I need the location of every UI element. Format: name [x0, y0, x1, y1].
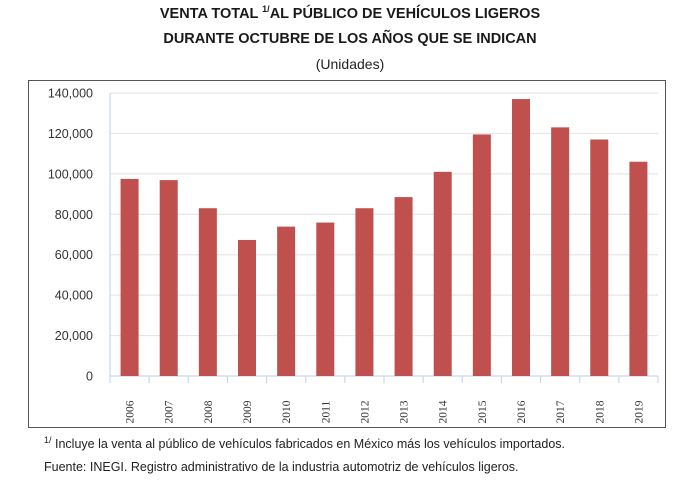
bar-2009: [238, 239, 256, 376]
x-tick-label: 2013: [399, 400, 411, 423]
y-tick-label: 20,000: [55, 329, 93, 343]
bar-2008: [198, 208, 217, 376]
bar-2013: [394, 197, 413, 376]
bar-2010: [277, 226, 296, 376]
x-tick-label: 2018: [594, 400, 606, 423]
y-tick-label: 0: [86, 370, 93, 384]
bar-2006: [120, 178, 139, 376]
chart-subtitle: (Unidades): [315, 56, 385, 72]
y-tick-label: 140,000: [48, 87, 93, 101]
x-tick-label: 2016: [516, 400, 528, 423]
bar-2007: [159, 180, 178, 376]
x-tick-label: 2008: [203, 400, 215, 423]
x-tick-label: 2014: [438, 400, 450, 423]
bar-2012: [355, 208, 374, 376]
footnote-text: Incluye la venta al público de vehículos…: [55, 437, 565, 451]
x-tick-label: 2011: [320, 400, 332, 423]
chart-title-line-1: VENTA TOTAL 1/AL PÚBLICO DE VEHÍCULOS LI…: [0, 4, 700, 22]
x-tick-label: 2017: [555, 400, 567, 423]
x-tick-label: 2019: [633, 400, 645, 423]
bar-2019: [629, 161, 648, 376]
y-tick-label: 80,000: [55, 208, 93, 222]
bar-2011: [316, 222, 335, 376]
chart-frame: [28, 80, 666, 428]
x-tick-label: 2007: [164, 400, 176, 423]
bar-2015: [472, 134, 491, 376]
x-tick-label: 2009: [242, 400, 254, 423]
bar-2014: [433, 171, 452, 376]
footnote-marker: 1/: [44, 435, 52, 445]
chart-title-line-2: DURANTE OCTUBRE DE LOS AÑOS QUE SE INDIC…: [163, 31, 537, 47]
x-tick-label: 2012: [359, 400, 371, 423]
y-tick-label: 120,000: [48, 127, 93, 141]
y-tick-label: 60,000: [55, 248, 93, 262]
title-text-rest: AL PÚBLICO DE VEHÍCULOS LIGEROS: [269, 6, 541, 22]
y-tick-label: 40,000: [55, 289, 93, 303]
title-text: VENTA TOTAL: [159, 6, 259, 22]
x-tick-label: 2010: [281, 400, 293, 423]
bar-2018: [590, 139, 609, 376]
source-note: Fuente: INEGI. Registro administrativo d…: [44, 460, 519, 474]
title-footnote-marker: 1/: [262, 4, 270, 14]
x-tick-label: 2015: [477, 400, 489, 423]
y-tick-label: 100,000: [48, 167, 93, 181]
footnote: 1/ Incluye la venta al público de vehícu…: [44, 435, 565, 451]
x-tick-label: 2006: [125, 400, 137, 423]
bar-2016: [512, 99, 530, 377]
bar-2017: [551, 127, 570, 376]
